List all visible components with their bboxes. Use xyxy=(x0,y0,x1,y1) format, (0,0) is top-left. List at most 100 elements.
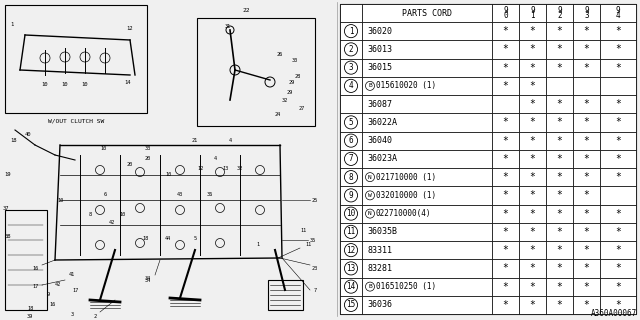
Text: *: * xyxy=(502,263,508,273)
Text: 38: 38 xyxy=(4,235,12,239)
Bar xyxy=(492,59,519,77)
Bar xyxy=(340,241,362,259)
Text: *: * xyxy=(529,227,536,237)
Text: 36020: 36020 xyxy=(367,27,392,36)
Text: W/OUT CLUTCH SW: W/OUT CLUTCH SW xyxy=(48,118,104,124)
Text: 18: 18 xyxy=(27,306,33,310)
Text: *: * xyxy=(584,172,589,182)
Text: 9: 9 xyxy=(47,292,49,298)
Bar xyxy=(519,59,546,77)
Bar xyxy=(362,4,492,22)
Text: *: * xyxy=(584,300,589,310)
Text: *: * xyxy=(584,263,589,273)
Bar xyxy=(546,77,573,95)
Bar xyxy=(492,277,519,296)
Text: 10: 10 xyxy=(119,212,125,218)
Text: 9: 9 xyxy=(349,191,353,200)
Bar xyxy=(600,95,636,113)
Text: *: * xyxy=(557,227,563,237)
Text: 7: 7 xyxy=(349,154,353,164)
Text: 12: 12 xyxy=(346,246,356,255)
Text: PARTS CORD: PARTS CORD xyxy=(402,9,452,18)
Text: 83281: 83281 xyxy=(367,264,392,273)
Bar xyxy=(492,22,519,40)
Text: *: * xyxy=(502,172,508,182)
Text: 11: 11 xyxy=(305,243,311,247)
Text: *: * xyxy=(584,117,589,127)
Text: W: W xyxy=(368,193,372,198)
Bar xyxy=(340,95,362,113)
Text: *: * xyxy=(557,282,563,292)
Bar xyxy=(492,95,519,113)
Text: *: * xyxy=(557,99,563,109)
Bar xyxy=(362,113,492,132)
Text: 40: 40 xyxy=(25,132,31,138)
Bar xyxy=(546,59,573,77)
Text: *: * xyxy=(557,209,563,219)
Text: 022710000(4): 022710000(4) xyxy=(376,209,431,218)
Text: B: B xyxy=(368,84,372,88)
Bar xyxy=(600,204,636,223)
Text: *: * xyxy=(529,282,536,292)
Bar xyxy=(600,223,636,241)
Text: *: * xyxy=(529,190,536,200)
Text: *: * xyxy=(615,300,621,310)
Text: 36035B: 36035B xyxy=(367,228,397,236)
Bar xyxy=(573,204,600,223)
Text: *: * xyxy=(557,63,563,73)
Bar xyxy=(519,204,546,223)
Text: 20: 20 xyxy=(127,163,133,167)
Text: *: * xyxy=(615,63,621,73)
Text: 3: 3 xyxy=(349,63,353,72)
Bar xyxy=(573,223,600,241)
Text: 11: 11 xyxy=(346,228,356,236)
Text: 4: 4 xyxy=(616,11,620,20)
Bar xyxy=(362,277,492,296)
Bar xyxy=(492,113,519,132)
Text: *: * xyxy=(615,26,621,36)
Bar xyxy=(573,241,600,259)
Text: 16: 16 xyxy=(49,302,55,308)
Text: *: * xyxy=(502,81,508,91)
Bar xyxy=(546,168,573,186)
Text: 3: 3 xyxy=(584,11,589,20)
Text: *: * xyxy=(615,209,621,219)
Text: 1: 1 xyxy=(349,27,353,36)
Bar xyxy=(573,113,600,132)
Bar xyxy=(546,40,573,59)
Bar xyxy=(362,296,492,314)
Text: *: * xyxy=(502,44,508,54)
Text: 10: 10 xyxy=(82,83,88,87)
Text: 39: 39 xyxy=(27,314,33,318)
Text: *: * xyxy=(615,44,621,54)
Text: 2: 2 xyxy=(557,11,562,20)
Text: 42: 42 xyxy=(109,220,115,225)
Bar xyxy=(519,259,546,277)
Bar xyxy=(519,22,546,40)
Bar xyxy=(340,40,362,59)
Bar xyxy=(600,259,636,277)
Text: 32: 32 xyxy=(282,98,288,102)
Text: *: * xyxy=(584,282,589,292)
Bar xyxy=(362,186,492,204)
Text: 23: 23 xyxy=(312,266,318,270)
Bar xyxy=(546,95,573,113)
Text: 9: 9 xyxy=(557,6,562,15)
Text: *: * xyxy=(502,282,508,292)
Bar xyxy=(600,241,636,259)
Text: *: * xyxy=(557,117,563,127)
Bar xyxy=(492,204,519,223)
Text: 20: 20 xyxy=(145,156,151,161)
Bar xyxy=(600,40,636,59)
Bar xyxy=(492,186,519,204)
Bar xyxy=(340,4,636,314)
Text: *: * xyxy=(584,136,589,146)
Bar xyxy=(492,241,519,259)
Text: 17: 17 xyxy=(32,284,38,289)
Text: *: * xyxy=(557,190,563,200)
Bar xyxy=(197,18,315,126)
Bar xyxy=(573,150,600,168)
Text: 83311: 83311 xyxy=(367,246,392,255)
Text: 2: 2 xyxy=(93,314,97,318)
Text: 18: 18 xyxy=(11,138,17,142)
